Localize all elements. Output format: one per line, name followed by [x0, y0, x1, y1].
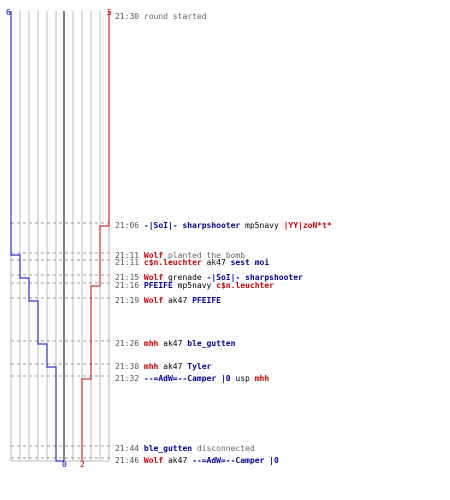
red-start-count: 2	[80, 460, 85, 469]
blue-final-count: 6	[6, 8, 11, 17]
event-dash-lines	[11, 222, 112, 459]
red-final-count: 5	[107, 8, 112, 17]
blue-start-count: 0	[62, 460, 67, 469]
red-team-line	[81, 11, 110, 461]
grid-lines	[10, 11, 110, 462]
blue-team-line	[10, 11, 64, 462]
